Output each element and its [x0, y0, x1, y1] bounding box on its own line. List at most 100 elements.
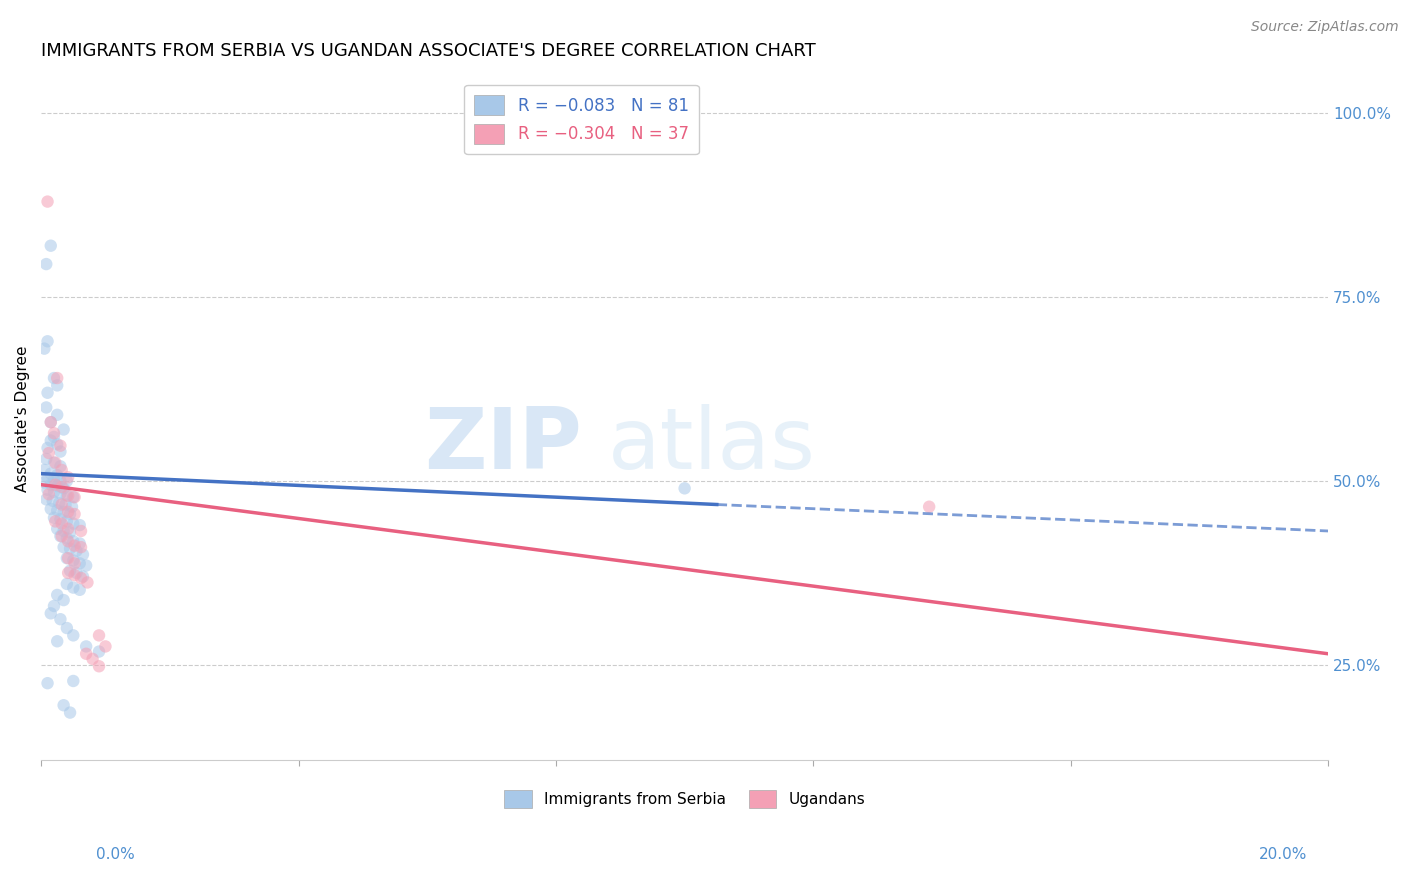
Point [37, 441, 59, 455]
Point [75, 640, 97, 654]
Point [87, 628, 110, 642]
Point [39, 477, 62, 491]
Point [44, 477, 66, 491]
Point [42, 426, 65, 441]
Point [34, 475, 56, 490]
Y-axis label: Associate's Degree: Associate's Degree [15, 345, 30, 491]
Point [38, 487, 60, 501]
Point [42, 371, 65, 385]
Point [94, 640, 117, 654]
Point [75, 558, 97, 573]
Point [59, 525, 82, 540]
Text: 20.0%: 20.0% [1260, 847, 1308, 862]
Point [76, 575, 98, 590]
Point [46, 408, 69, 422]
Point [37, 334, 59, 349]
Point [34, 342, 56, 356]
Point [56, 621, 79, 635]
Point [39, 467, 62, 481]
Point [63, 507, 86, 521]
Point [87, 659, 110, 673]
Point [49, 612, 72, 626]
Point [70, 540, 93, 554]
Text: ZIP: ZIP [425, 404, 582, 487]
Point [62, 581, 84, 595]
Point [35, 451, 58, 466]
Point [63, 557, 86, 571]
Point [41, 493, 63, 508]
Point [75, 647, 97, 661]
Point [37, 483, 59, 497]
Point [69, 582, 91, 597]
Point [56, 577, 79, 591]
Point [59, 541, 82, 556]
Point [62, 490, 84, 504]
Point [63, 490, 86, 504]
Point [49, 444, 72, 458]
Point [46, 503, 69, 517]
Point [56, 474, 79, 488]
Point [44, 456, 66, 470]
Point [673, 481, 696, 495]
Point [62, 553, 84, 567]
Point [46, 634, 69, 648]
Point [63, 539, 86, 553]
Point [52, 524, 75, 538]
Point [56, 470, 79, 484]
Point [56, 522, 79, 536]
Point [51, 480, 73, 494]
Point [46, 588, 69, 602]
Point [34, 463, 56, 477]
Text: IMMIGRANTS FROM SERBIA VS UGANDAN ASSOCIATE'S DEGREE CORRELATION CHART: IMMIGRANTS FROM SERBIA VS UGANDAN ASSOCI… [41, 42, 815, 60]
Point [39, 415, 62, 429]
Point [35, 401, 58, 415]
Point [56, 505, 79, 519]
Point [63, 568, 86, 582]
Point [59, 564, 82, 578]
Point [52, 423, 75, 437]
Text: Source: ZipAtlas.com: Source: ZipAtlas.com [1251, 20, 1399, 34]
Point [56, 551, 79, 566]
Point [60, 500, 83, 514]
Text: atlas: atlas [607, 404, 815, 487]
Point [39, 434, 62, 448]
Point [49, 439, 72, 453]
Point [55, 498, 77, 512]
Point [46, 479, 69, 493]
Point [62, 534, 84, 549]
Point [42, 599, 65, 613]
Point [39, 502, 62, 516]
Point [46, 378, 69, 392]
Point [37, 194, 59, 209]
Point [65, 566, 87, 580]
Point [42, 485, 65, 500]
Point [69, 536, 91, 550]
Point [51, 516, 73, 531]
Point [48, 496, 70, 510]
Point [59, 706, 82, 720]
Point [49, 459, 72, 474]
Point [46, 468, 69, 483]
Point [42, 473, 65, 487]
Point [59, 507, 82, 521]
Point [52, 505, 75, 519]
Point [35, 257, 58, 271]
Point [37, 385, 59, 400]
Point [46, 371, 69, 385]
Point [38, 446, 60, 460]
Point [69, 557, 91, 571]
Point [49, 512, 72, 526]
Point [39, 415, 62, 429]
Point [56, 566, 79, 580]
Point [65, 544, 87, 558]
Point [51, 498, 73, 512]
Point [42, 430, 65, 444]
Point [52, 593, 75, 607]
Point [52, 540, 75, 554]
Legend: Immigrants from Serbia, Ugandans: Immigrants from Serbia, Ugandans [498, 783, 872, 814]
Point [70, 571, 93, 585]
Point [39, 238, 62, 252]
Point [56, 532, 79, 546]
Point [49, 529, 72, 543]
Point [52, 698, 75, 713]
